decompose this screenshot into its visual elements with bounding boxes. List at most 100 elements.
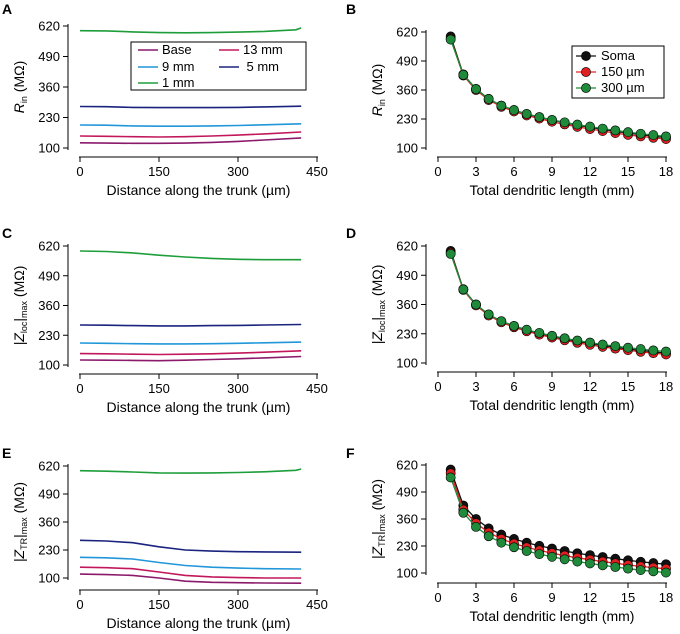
y-axis-label-part: | xyxy=(369,531,385,535)
x-tick-label: 0 xyxy=(76,164,83,179)
data-point xyxy=(547,330,557,341)
x-axis-label: Distance along the trunk (µm) xyxy=(107,182,291,198)
data-point xyxy=(521,108,532,119)
data-point xyxy=(471,299,481,310)
y-tick-label: 230 xyxy=(396,112,418,127)
y-tick-label: 230 xyxy=(38,110,60,125)
panel-letter: A xyxy=(2,1,12,17)
data-point xyxy=(458,284,469,295)
series-line xyxy=(79,341,302,345)
y-tick-label: 230 xyxy=(38,328,60,343)
data-point xyxy=(496,316,507,327)
data-point xyxy=(648,345,659,356)
y-axis-label-subscript: in xyxy=(19,96,29,103)
data-point xyxy=(559,117,570,128)
series-line xyxy=(79,539,302,553)
x-tick-label: 6 xyxy=(510,379,517,394)
y-tick-label: 360 xyxy=(38,80,60,95)
y-tick-label: 230 xyxy=(396,326,418,341)
panel-letter: F xyxy=(346,445,355,461)
y-tick-label: 490 xyxy=(396,268,418,283)
y-tick-label: 490 xyxy=(396,54,418,69)
data-point xyxy=(585,121,595,132)
legend-marker xyxy=(581,51,591,61)
legend-box xyxy=(130,41,307,91)
y-axis-label-part: (MΩ) xyxy=(11,61,27,96)
data-point xyxy=(483,309,494,320)
x-tick-label: 300 xyxy=(227,597,249,612)
data-point xyxy=(547,551,557,562)
legend-marker xyxy=(581,83,591,93)
y-tick-label: 100 xyxy=(38,141,60,156)
y-tick-label: 360 xyxy=(396,512,418,527)
data-point xyxy=(648,566,659,577)
series-line xyxy=(450,477,667,574)
series-line xyxy=(79,250,302,261)
series-line xyxy=(79,566,302,579)
data-point xyxy=(585,337,595,348)
data-point xyxy=(521,546,532,556)
panel-c: C 100 230 360 490 620 0 150 300 450 Distance along… xyxy=(2,225,328,415)
y-axis-label-subscript: max xyxy=(377,514,387,532)
x-axis-label: Distance along the trunk (µm) xyxy=(107,399,291,415)
data-point xyxy=(661,346,671,357)
y-tick-label: 100 xyxy=(396,356,418,371)
legend-marker xyxy=(581,67,591,77)
y-axis-label-subscript: TR xyxy=(377,534,387,546)
y-axis-label-subscript: loc xyxy=(377,320,387,332)
legend: Base 13 mm 9 mm 5 mm 1 mm xyxy=(130,41,307,91)
y-axis-label-subscript: loc xyxy=(19,321,29,333)
y-axis-label: |Zloc|max (MΩ) xyxy=(369,265,387,345)
y-axis-label-part: R xyxy=(11,103,27,113)
series-line xyxy=(79,350,302,356)
panel-b: B 100 230 360 490 620 0 3 6 9 12 15 18 Total dendriti… xyxy=(346,1,673,198)
y-tick-label: 620 xyxy=(396,25,418,40)
x-axis-label: Total dendritic length (mm) xyxy=(470,182,635,198)
x-tick-label: 9 xyxy=(548,379,555,394)
data-point xyxy=(635,565,646,575)
y-tick-label: 620 xyxy=(396,239,418,254)
y-axis-label-part: (MΩ) xyxy=(11,266,27,301)
data-point xyxy=(509,542,519,553)
x-tick-label: 9 xyxy=(548,590,555,605)
series-line xyxy=(79,573,302,585)
data-point xyxy=(509,320,519,331)
panel-letter: E xyxy=(2,445,11,461)
panel-d: D 100 230 360 490 620 0 3 6 9 12 15 18 Total dendriti… xyxy=(346,225,673,413)
legend-label: 9 mm xyxy=(162,59,195,74)
y-tick-label: 360 xyxy=(38,298,60,313)
x-tick-label: 15 xyxy=(621,379,635,394)
y-tick-label: 620 xyxy=(38,459,60,474)
x-tick-label: 18 xyxy=(659,164,673,179)
y-tick-label: 620 xyxy=(396,458,418,473)
y-axis-label-subscript: max xyxy=(377,299,387,317)
y-axis-label-part: (MΩ) xyxy=(369,64,385,99)
data-point xyxy=(471,521,481,532)
data-point xyxy=(572,556,583,567)
x-tick-label: 150 xyxy=(148,164,170,179)
series-line xyxy=(450,473,667,570)
series-line xyxy=(450,252,667,356)
legend-label: Soma xyxy=(601,48,636,63)
y-tick-label: 360 xyxy=(396,83,418,98)
panel-letter: D xyxy=(346,225,356,241)
x-tick-label: 150 xyxy=(148,381,170,396)
y-axis-label-part: |Z xyxy=(11,333,27,346)
series-line xyxy=(79,137,302,145)
y-axis-label-part: |Z xyxy=(369,546,385,559)
legend-label: 5 mm xyxy=(247,59,280,74)
x-axis-label: Distance along the trunk (µm) xyxy=(107,615,291,631)
y-axis-label-part: | xyxy=(11,318,27,322)
y-tick-label: 620 xyxy=(38,19,60,34)
data-point xyxy=(534,549,545,559)
y-axis-label: Rin (MΩ) xyxy=(11,61,29,113)
x-tick-label: 150 xyxy=(148,597,170,612)
x-tick-label: 3 xyxy=(472,164,479,179)
data-point xyxy=(445,472,456,483)
data-point xyxy=(623,342,633,353)
data-point xyxy=(648,130,659,140)
data-point xyxy=(445,34,456,45)
y-tick-label: 100 xyxy=(38,358,60,373)
x-tick-label: 12 xyxy=(583,590,597,605)
data-point xyxy=(483,94,494,104)
